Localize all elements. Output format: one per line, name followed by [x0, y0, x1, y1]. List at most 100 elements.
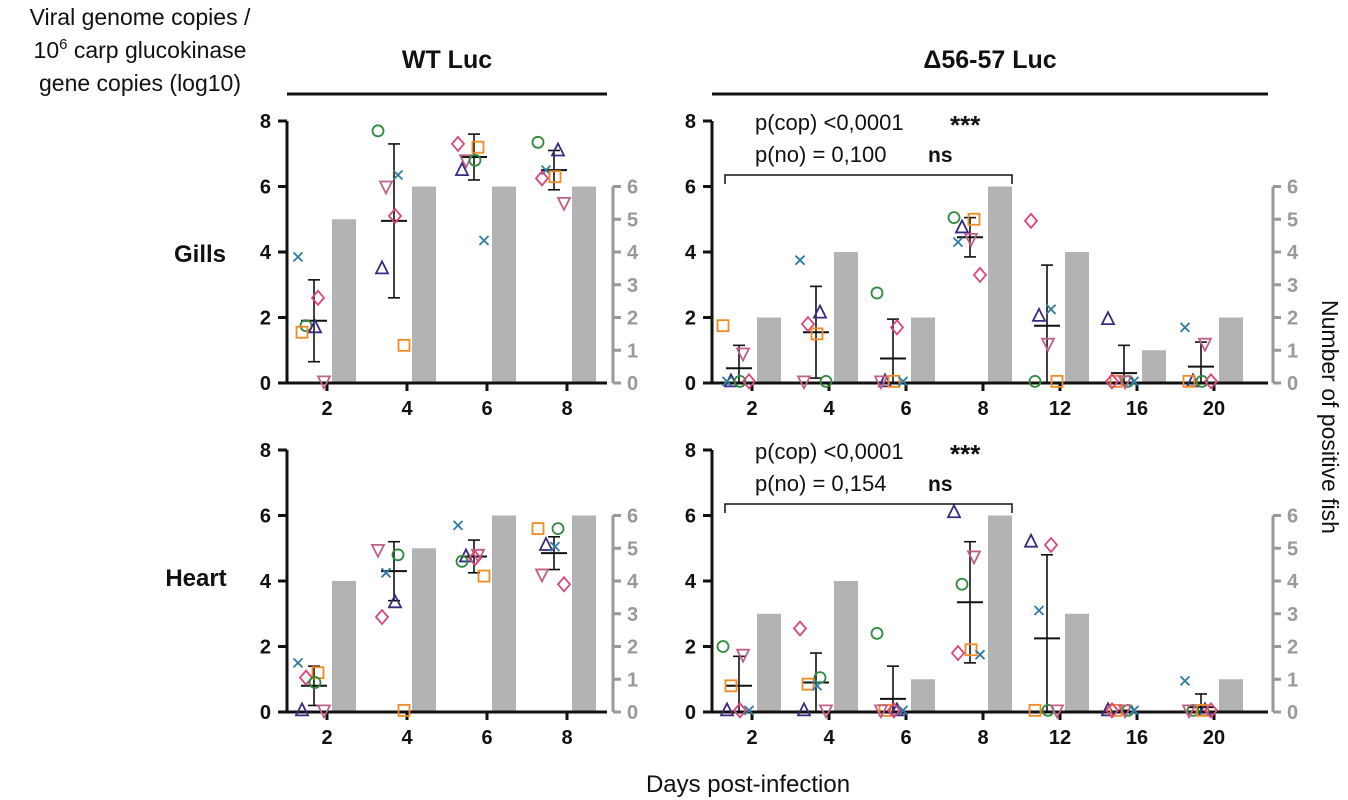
- data-point: [292, 251, 304, 263]
- data-point: [1195, 374, 1209, 388]
- data-point: [477, 569, 491, 583]
- x-tick-label: 2: [321, 727, 332, 749]
- bar: [911, 679, 935, 712]
- data-point: [1179, 322, 1191, 333]
- data-point: [471, 140, 485, 154]
- data-point: [1049, 704, 1065, 720]
- data-point: [391, 548, 405, 562]
- bar: [492, 186, 516, 383]
- data-point: [534, 568, 550, 584]
- bar: [911, 317, 935, 383]
- y2-tick-label: 4: [627, 571, 639, 593]
- y2-tick-label: 0: [1287, 702, 1298, 724]
- data-point: [1040, 337, 1056, 353]
- data-point: [947, 211, 961, 225]
- data-point: [538, 535, 554, 551]
- data-point: [1033, 605, 1045, 616]
- bar: [412, 186, 436, 383]
- y-tick-label: 2: [260, 308, 271, 330]
- data-point: [455, 554, 469, 568]
- y-tick-label: 0: [260, 702, 271, 724]
- data-point: [810, 327, 824, 341]
- data-point: [811, 680, 823, 691]
- x-tick-label: 6: [900, 398, 911, 420]
- data-point: [792, 620, 808, 637]
- data-point: [735, 347, 751, 363]
- bar: [1219, 679, 1243, 712]
- annotation-pcop: p(cop) <0,0001: [755, 439, 904, 464]
- y2-tick-label: 5: [1287, 538, 1298, 560]
- data-point: [397, 703, 411, 717]
- data-point: [556, 196, 572, 212]
- x-axis-label: Days post-infection: [646, 771, 850, 798]
- significance-bracket: [724, 503, 1013, 513]
- y-tick-label: 4: [685, 242, 697, 264]
- left-axis-label-line2: 106 carp glucokinase: [34, 36, 247, 63]
- data-point: [733, 374, 747, 388]
- x-tick-label: 4: [823, 398, 835, 420]
- data-point: [966, 550, 982, 566]
- data-point: [1104, 372, 1120, 390]
- data-point: [316, 704, 332, 720]
- x-tick-label: 4: [401, 727, 413, 749]
- data-point: [1031, 306, 1047, 322]
- y-tick-label: 8: [260, 440, 271, 462]
- data-point: [1203, 372, 1219, 390]
- y2-tick-label: 5: [627, 209, 638, 231]
- y-tick-label: 0: [685, 373, 696, 395]
- bar: [332, 581, 356, 712]
- data-point: [794, 255, 806, 266]
- annotation-stars: ***: [950, 110, 981, 140]
- chart-panel: 0 2 4 6 8 0 1 2 3 4 5 6 2 4 6 8: [260, 111, 639, 420]
- data-point: [1128, 376, 1140, 387]
- data-point: [870, 286, 884, 300]
- y-tick-label: 6: [685, 177, 696, 199]
- data-point: [380, 567, 392, 578]
- y2-tick-label: 5: [1287, 209, 1298, 231]
- y-tick-label: 8: [260, 111, 271, 133]
- bar: [1219, 317, 1243, 383]
- y-tick-label: 0: [260, 373, 271, 395]
- y2-tick-label: 4: [627, 242, 639, 264]
- data-point: [1195, 703, 1209, 717]
- data-point: [955, 577, 969, 591]
- data-point: [719, 701, 735, 717]
- data-point: [1181, 704, 1197, 720]
- y2-tick-label: 2: [1287, 308, 1298, 330]
- data-point: [316, 375, 332, 391]
- data-point: [889, 318, 905, 336]
- data-point: [478, 235, 490, 246]
- data-point: [716, 319, 730, 333]
- data-point: [1100, 310, 1116, 326]
- y-tick-label: 6: [685, 506, 696, 528]
- y2-tick-label: 4: [1287, 242, 1299, 264]
- bar: [988, 186, 1012, 383]
- x-tick-label: 20: [1203, 727, 1225, 749]
- y-tick-label: 2: [685, 308, 696, 330]
- left-axis-label-line1: Viral genome copies /: [30, 4, 251, 30]
- data-point: [450, 135, 466, 153]
- x-tick-label: 6: [481, 727, 492, 749]
- data-point: [886, 701, 902, 719]
- x-tick-label: 8: [977, 398, 988, 420]
- column-title-mutant: Δ56-57 Luc: [923, 46, 1056, 74]
- significance-bracket: [724, 174, 1013, 184]
- bar: [572, 186, 596, 383]
- x-tick-label: 20: [1203, 398, 1225, 420]
- y2-tick-label: 1: [627, 669, 638, 691]
- data-point: [1028, 703, 1042, 717]
- data-point: [1182, 374, 1196, 388]
- y2-tick-label: 3: [1287, 275, 1298, 297]
- y-tick-label: 4: [260, 571, 272, 593]
- bar: [332, 219, 356, 383]
- y2-tick-label: 0: [1287, 373, 1298, 395]
- data-point: [295, 325, 309, 339]
- data-point: [743, 705, 755, 716]
- x-tick-label: 6: [900, 727, 911, 749]
- data-point: [556, 575, 572, 593]
- data-point: [963, 232, 979, 248]
- x-tick-label: 2: [746, 398, 757, 420]
- data-point: [1203, 701, 1219, 719]
- data-point: [551, 522, 565, 535]
